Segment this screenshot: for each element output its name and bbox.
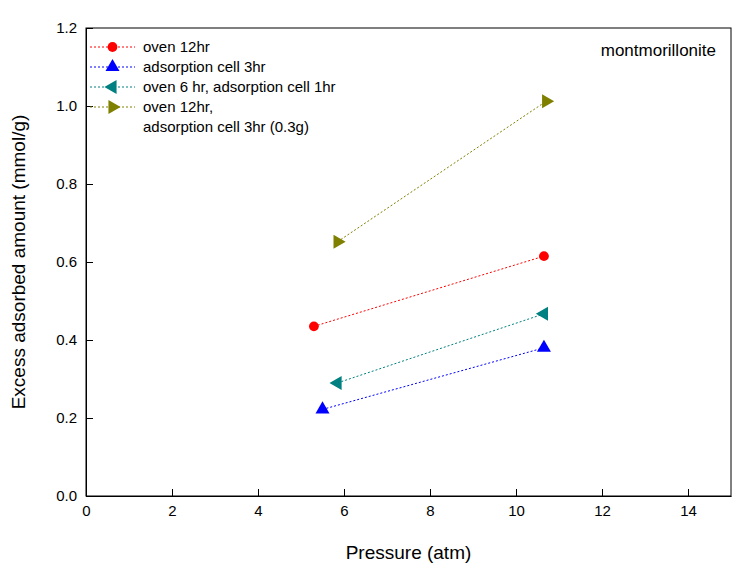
series-line: [323, 348, 544, 410]
tick-label: 8: [426, 502, 434, 519]
legend-label: oven 12hr: [143, 38, 210, 55]
y-axis-title: Excess adsorbed amount (mmol/g): [8, 115, 29, 410]
data-layer: [309, 94, 554, 413]
tick-label: 12: [594, 502, 611, 519]
tick-mark: [516, 489, 517, 496]
tick-label: 14: [680, 502, 697, 519]
tick-mark: [86, 28, 93, 29]
x-axis-title: Pressure (atm): [346, 542, 472, 563]
annotation: montmorillonite: [601, 41, 716, 60]
x-tick: 12: [594, 489, 611, 519]
tick-mark: [602, 489, 603, 496]
tick-mark: [688, 489, 689, 496]
legend-swatch-marker: [105, 59, 119, 71]
y-tick: 1.0: [56, 97, 93, 114]
series: [309, 251, 549, 331]
axis-line: [87, 496, 732, 497]
tick-label: 0.2: [56, 409, 77, 426]
x-tick: 10: [508, 489, 525, 519]
legend: oven 12hr adsorption cell 3hr oven 6 hr, a…: [90, 38, 336, 135]
point: [334, 235, 346, 249]
tick-label: 1.0: [56, 97, 77, 114]
x-tick: 14: [680, 489, 697, 519]
tick-label: 10: [508, 502, 525, 519]
legend-item: oven 6 hr, adsorption cell 1hr: [90, 78, 336, 95]
y-tick: 1.2: [56, 19, 93, 36]
point: [329, 376, 341, 390]
tick-label: 1.2: [56, 19, 77, 36]
point: [537, 340, 551, 352]
point: [542, 94, 554, 108]
legend-label: oven 6 hr, adsorption cell 1hr: [143, 78, 336, 95]
series-line: [338, 101, 547, 241]
x-tick: 2: [168, 489, 176, 519]
legend-swatch-marker: [108, 100, 120, 114]
series: [334, 94, 555, 248]
legend-item: oven 12hr,adsorption cell 3hr (0.3g): [90, 98, 309, 135]
y-tick: 0.2: [56, 409, 93, 426]
series-line: [338, 314, 544, 383]
y-tick: 0.8: [56, 175, 93, 192]
legend-item: oven 12hr: [90, 38, 210, 55]
tick-mark: [344, 489, 345, 496]
tick-mark: [258, 489, 259, 496]
legend-swatch-marker: [104, 80, 116, 94]
y-tick: 0.6: [56, 253, 93, 270]
tick-mark: [430, 489, 431, 496]
x-axis: 0 2 4 6 8 10 12 14: [82, 489, 731, 519]
tick-mark: [86, 496, 93, 497]
legend-label: adsorption cell 3hr: [143, 58, 266, 75]
y-axis: 0.0 0.2 0.4 0.6 0.8 1.0 1.2: [56, 19, 93, 504]
tick-label: 6: [340, 502, 348, 519]
series-line: [314, 256, 544, 326]
series: [329, 307, 548, 390]
tick-label: 2: [168, 502, 176, 519]
tick-label: 0.4: [56, 331, 77, 348]
tick-label: 4: [254, 502, 262, 519]
y-tick: 0.4: [56, 331, 93, 348]
point: [539, 251, 549, 261]
tick-mark: [86, 184, 93, 185]
point: [315, 401, 329, 413]
tick-label: 0.8: [56, 175, 77, 192]
tick-mark: [172, 489, 173, 496]
x-tick: 6: [340, 489, 348, 519]
legend-swatch-marker: [108, 42, 118, 52]
x-tick: 8: [426, 489, 434, 519]
tick-label: 0.6: [56, 253, 77, 270]
tick-mark: [86, 262, 93, 263]
chart: 0 2 4 6 8 10 12 14 0.0 0.2 0.4 0.6 0.8 1.0 1.2 Pressure…: [0, 0, 746, 576]
point: [536, 307, 548, 321]
y-tick: 0.0: [56, 487, 93, 504]
legend-item: adsorption cell 3hr: [90, 58, 266, 75]
tick-mark: [86, 418, 93, 419]
tick-label: 0: [82, 502, 90, 519]
x-tick: 4: [254, 489, 262, 519]
legend-label: oven 12hr,adsorption cell 3hr (0.3g): [143, 98, 309, 135]
point: [309, 321, 319, 331]
plot: 0 2 4 6 8 10 12 14 0.0 0.2 0.4 0.6 0.8 1.0 1.2: [56, 19, 731, 518]
plot-frame: [86, 28, 731, 496]
tick-mark: [86, 340, 93, 341]
tick-label: 0.0: [56, 487, 77, 504]
